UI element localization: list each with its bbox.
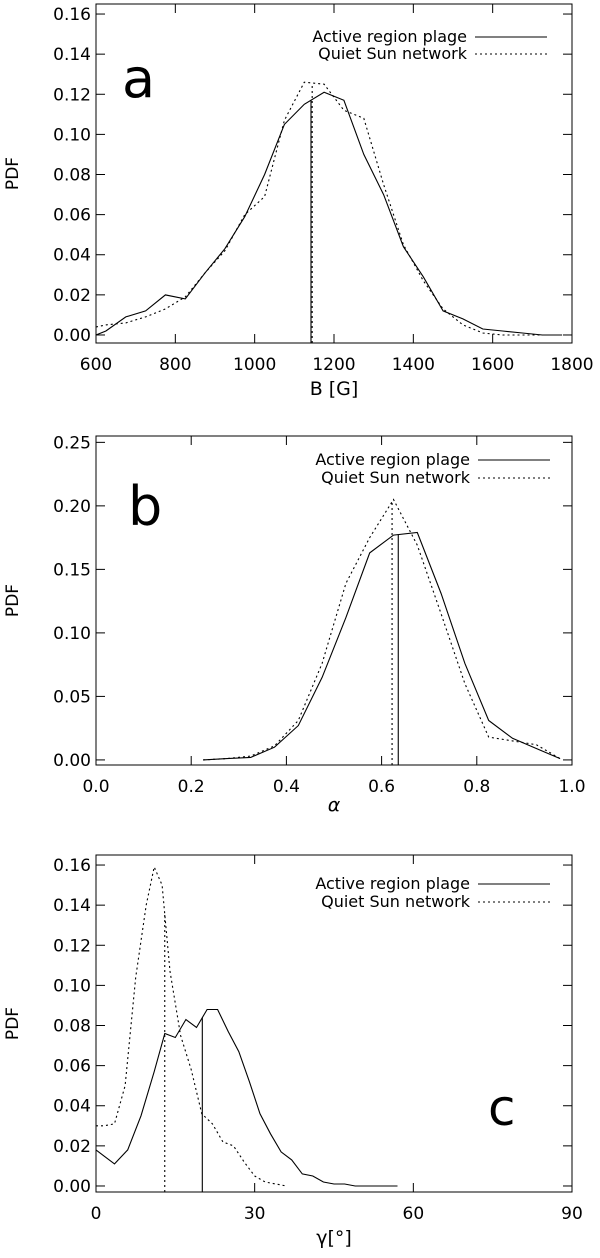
y-tick-label: 0.16	[53, 856, 91, 876]
y-tick-label: 0.10	[53, 624, 91, 644]
y-tick-label: 0.04	[53, 246, 91, 266]
y-tick-label: 0.12	[53, 936, 91, 956]
plot-frame	[95, 435, 573, 766]
x-tick-label: 0.2	[178, 777, 205, 797]
x-tick-label: 90	[561, 1204, 583, 1224]
x-tick-label: 1800	[550, 355, 593, 375]
legend-label: Active region plage	[315, 450, 470, 469]
x-tick-label: 0.8	[463, 777, 490, 797]
chart-panel-c: 0 30 60 90 0.00 0.02 0.04 0.06 0.08 0.10 0.12 0.14 0…	[3, 854, 583, 1249]
x-tick-label: 0	[91, 1204, 102, 1224]
y-tick-label: 0.00	[53, 326, 91, 346]
x-tick-label: 60	[403, 1204, 425, 1224]
y-tick-label: 0.16	[53, 5, 91, 25]
series-line-active-region-plage	[96, 1008, 398, 1187]
y-tick-label: 0.12	[53, 85, 91, 105]
legend-label: Active region plage	[312, 27, 467, 46]
y-axis-label: PDF	[3, 157, 23, 190]
panel-label: c	[488, 1079, 516, 1137]
y-tick-label: 0.00	[53, 1177, 91, 1197]
chart-panel-b: 0.0 0.2 0.4 0.6 0.8 1.0 0.00 0.05 0.10 0.15 0.20 0.…	[3, 433, 586, 816]
y-tick-label: 0.04	[53, 1097, 91, 1117]
x-tick-label: 0.0	[82, 777, 109, 797]
plot-frame	[95, 854, 573, 1193]
chart-panel-a: 600 800 1000 1200 1400 1600 1800 0.00 0.02 0.04 0.…	[3, 3, 594, 400]
y-tick-label: 0.14	[53, 896, 91, 916]
series-line-quiet-sun-network	[96, 81, 563, 336]
series-line-active-region-plage	[203, 531, 561, 761]
y-tick-label: 0.08	[53, 1017, 91, 1037]
series-line-quiet-sun-network	[96, 865, 287, 1187]
x-tick-label: 1600	[471, 355, 514, 375]
x-tick-label: 30	[244, 1204, 266, 1224]
y-tick-label: 0.06	[53, 206, 91, 226]
y-tick-label: 0.05	[53, 687, 91, 707]
x-tick-label: 1400	[392, 355, 435, 375]
panel-label: a	[122, 47, 155, 110]
legend-label: Quiet Sun network	[321, 468, 471, 487]
y-tick-label: 0.25	[53, 433, 91, 453]
legend-label: Quiet Sun network	[321, 892, 471, 911]
x-axis-label: α	[328, 794, 341, 816]
y-tick-label: 0.02	[53, 286, 91, 306]
x-tick-label: 1.0	[558, 777, 585, 797]
x-axis-label: γ[°]	[316, 1227, 352, 1249]
x-tick-label: 0.4	[273, 777, 300, 797]
series-line-quiet-sun-network	[203, 498, 561, 761]
x-axis-label: B [G]	[310, 378, 359, 400]
y-tick-label: 0.10	[53, 976, 91, 996]
y-axis-label: PDF	[3, 1007, 23, 1040]
x-tick-label: 1000	[233, 355, 276, 375]
panel-label: b	[128, 475, 162, 538]
legend-label: Active region plage	[315, 874, 470, 893]
legend-label: Quiet Sun network	[318, 44, 468, 63]
y-tick-label: 0.10	[53, 125, 91, 145]
y-tick-label: 0.15	[53, 560, 91, 580]
x-tick-label: 0.6	[368, 777, 395, 797]
y-axis-label: PDF	[3, 584, 23, 617]
y-tick-label: 0.20	[53, 497, 91, 517]
y-tick-label: 0.08	[53, 166, 91, 186]
y-tick-label: 0.06	[53, 1057, 91, 1077]
y-tick-label: 0.02	[53, 1137, 91, 1157]
x-tick-label: 1200	[312, 355, 355, 375]
y-tick-label: 0.14	[53, 45, 91, 65]
y-tick-label: 0.00	[53, 751, 91, 771]
x-tick-label: 800	[159, 355, 191, 375]
x-tick-label: 600	[80, 355, 112, 375]
series-line-active-region-plage	[96, 91, 563, 336]
